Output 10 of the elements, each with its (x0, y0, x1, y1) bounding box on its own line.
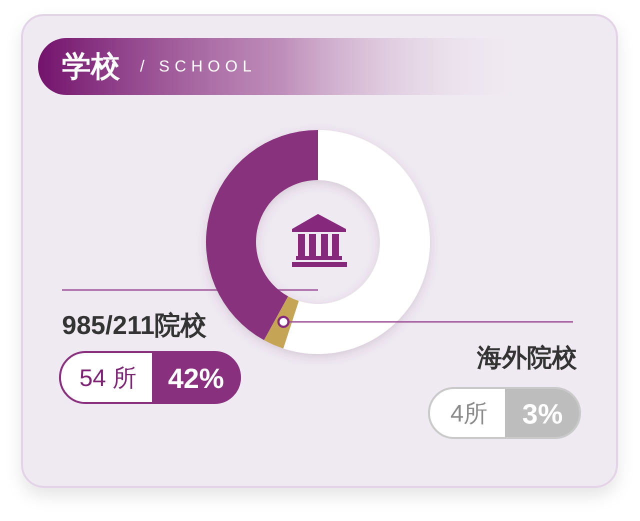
donut-slice (283, 130, 430, 354)
slice-label: 海外院校 (476, 344, 578, 372)
text: 54 所 (79, 365, 137, 392)
donut-slice (206, 130, 318, 340)
text: 4所 (450, 400, 488, 428)
chart-title: 学校 (62, 51, 121, 83)
slice-label: 985/211院校 (62, 310, 208, 340)
chart-subtitle: / SCHOOL (140, 58, 256, 76)
data-label: 42% (168, 363, 224, 394)
data-label: 3% (522, 398, 563, 430)
